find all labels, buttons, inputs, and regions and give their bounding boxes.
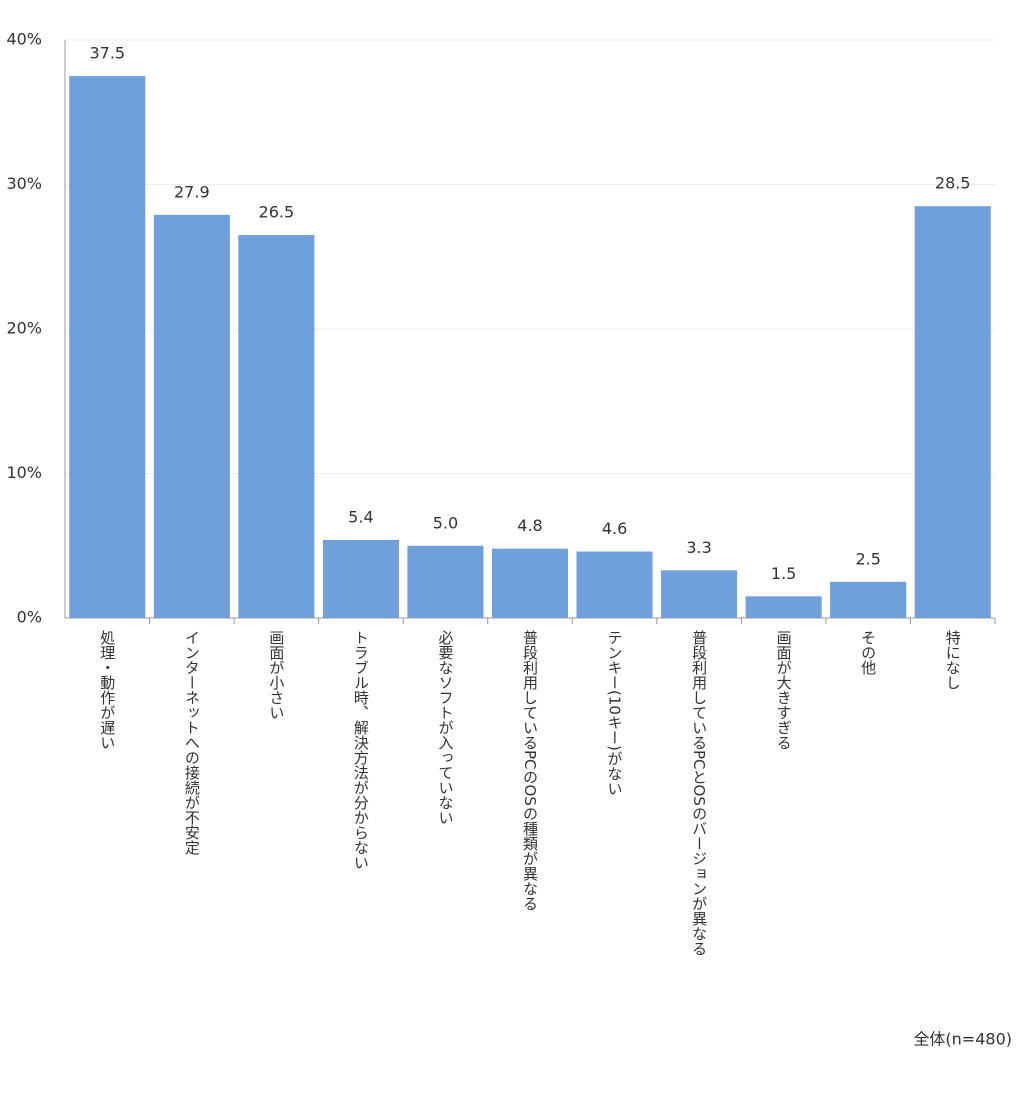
bar (153, 214, 230, 618)
value-label: 26.5 (259, 203, 295, 222)
y-tick-label: 10% (6, 463, 42, 482)
value-label: 28.5 (935, 174, 971, 193)
y-tick-label: 30% (6, 174, 42, 193)
bar (238, 235, 315, 618)
bar (407, 545, 484, 618)
value-label: 4.6 (602, 519, 627, 538)
x-tick-label: 特になし (944, 630, 962, 690)
x-tick-label: 普段利用しているPCとOSのバージョンが異なる (690, 630, 708, 956)
y-tick-label: 20% (6, 319, 42, 338)
value-label: 37.5 (89, 44, 125, 63)
bar (322, 539, 399, 618)
x-tick-label: 画面が小さい (267, 630, 285, 720)
x-tick-label: 必要なソフトが入っていない (436, 630, 454, 825)
y-tick-label: 0% (17, 608, 42, 627)
bar (69, 76, 146, 618)
x-tick-label: テンキー(10キー)がない (606, 630, 624, 796)
bar (491, 548, 569, 618)
bar (576, 551, 653, 618)
y-tick-label: 40% (6, 30, 42, 49)
bar (661, 570, 738, 618)
bar (830, 581, 907, 618)
bar (745, 596, 822, 618)
bar (914, 206, 991, 619)
x-tick-label: 画面が大きすぎる (775, 630, 793, 750)
x-tick-label: 処理・動作が遅い (98, 630, 116, 750)
value-label: 5.4 (348, 507, 373, 526)
x-tick-label: トラブル時、解決方法が分からない (352, 630, 370, 870)
value-label: 1.5 (771, 564, 796, 583)
value-label: 27.9 (174, 182, 210, 201)
x-tick-label: インターネットへの接続が不安定 (183, 630, 201, 856)
value-label: 2.5 (855, 549, 880, 568)
x-tick-label: その他 (859, 630, 877, 676)
x-tick-label: 普段利用しているPCのOSの種類が異なる (521, 630, 539, 911)
annotation: 全体(n=480) (913, 1030, 1012, 1049)
value-label: 4.8 (517, 516, 542, 535)
value-label: 5.0 (433, 513, 458, 532)
value-label: 3.3 (686, 538, 711, 557)
